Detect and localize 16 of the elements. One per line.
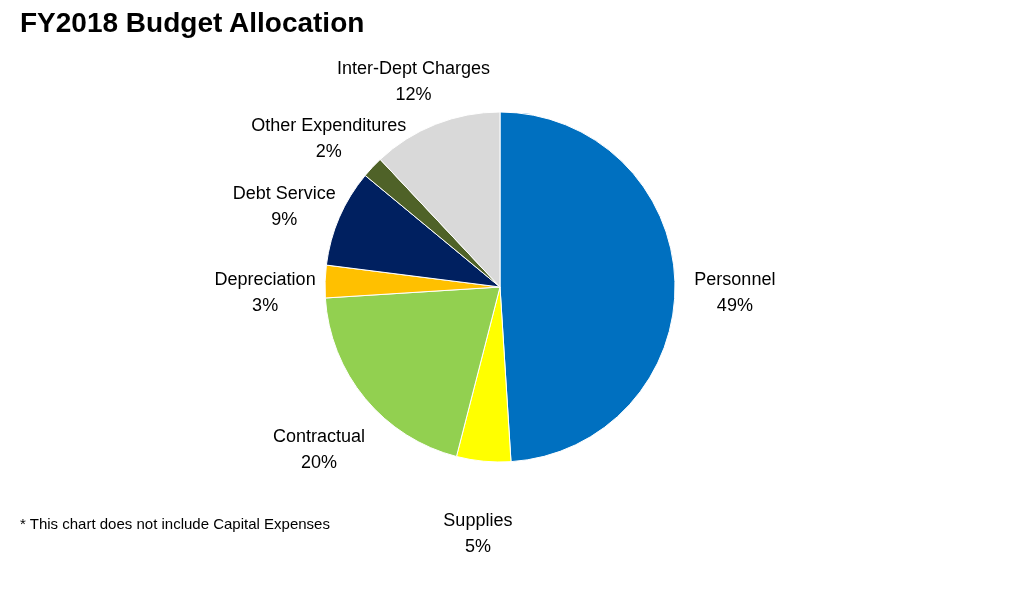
data-label: 12%	[395, 83, 432, 104]
data-label: 5%	[464, 535, 491, 556]
slice-label: Other Expenditures	[251, 115, 407, 136]
data-label: 3%	[252, 294, 279, 315]
text: * This chart does not include Capital Expenses	[20, 515, 330, 532]
data-label: 9%	[271, 208, 298, 229]
slice-label: Depreciation	[214, 268, 316, 289]
slice-label: Supplies	[443, 509, 513, 530]
slice-label: Debt Service	[232, 182, 336, 203]
slice-label: Personnel	[694, 268, 776, 289]
slice-label: Inter-Dept Charges	[336, 57, 491, 78]
chart-title: FY2018 Budget Allocation	[20, 7, 365, 38]
data-label: 20%	[300, 451, 337, 472]
data-label: 2%	[315, 141, 342, 162]
data-label: 49%	[716, 294, 753, 315]
slice-label: Contractual	[272, 425, 365, 446]
